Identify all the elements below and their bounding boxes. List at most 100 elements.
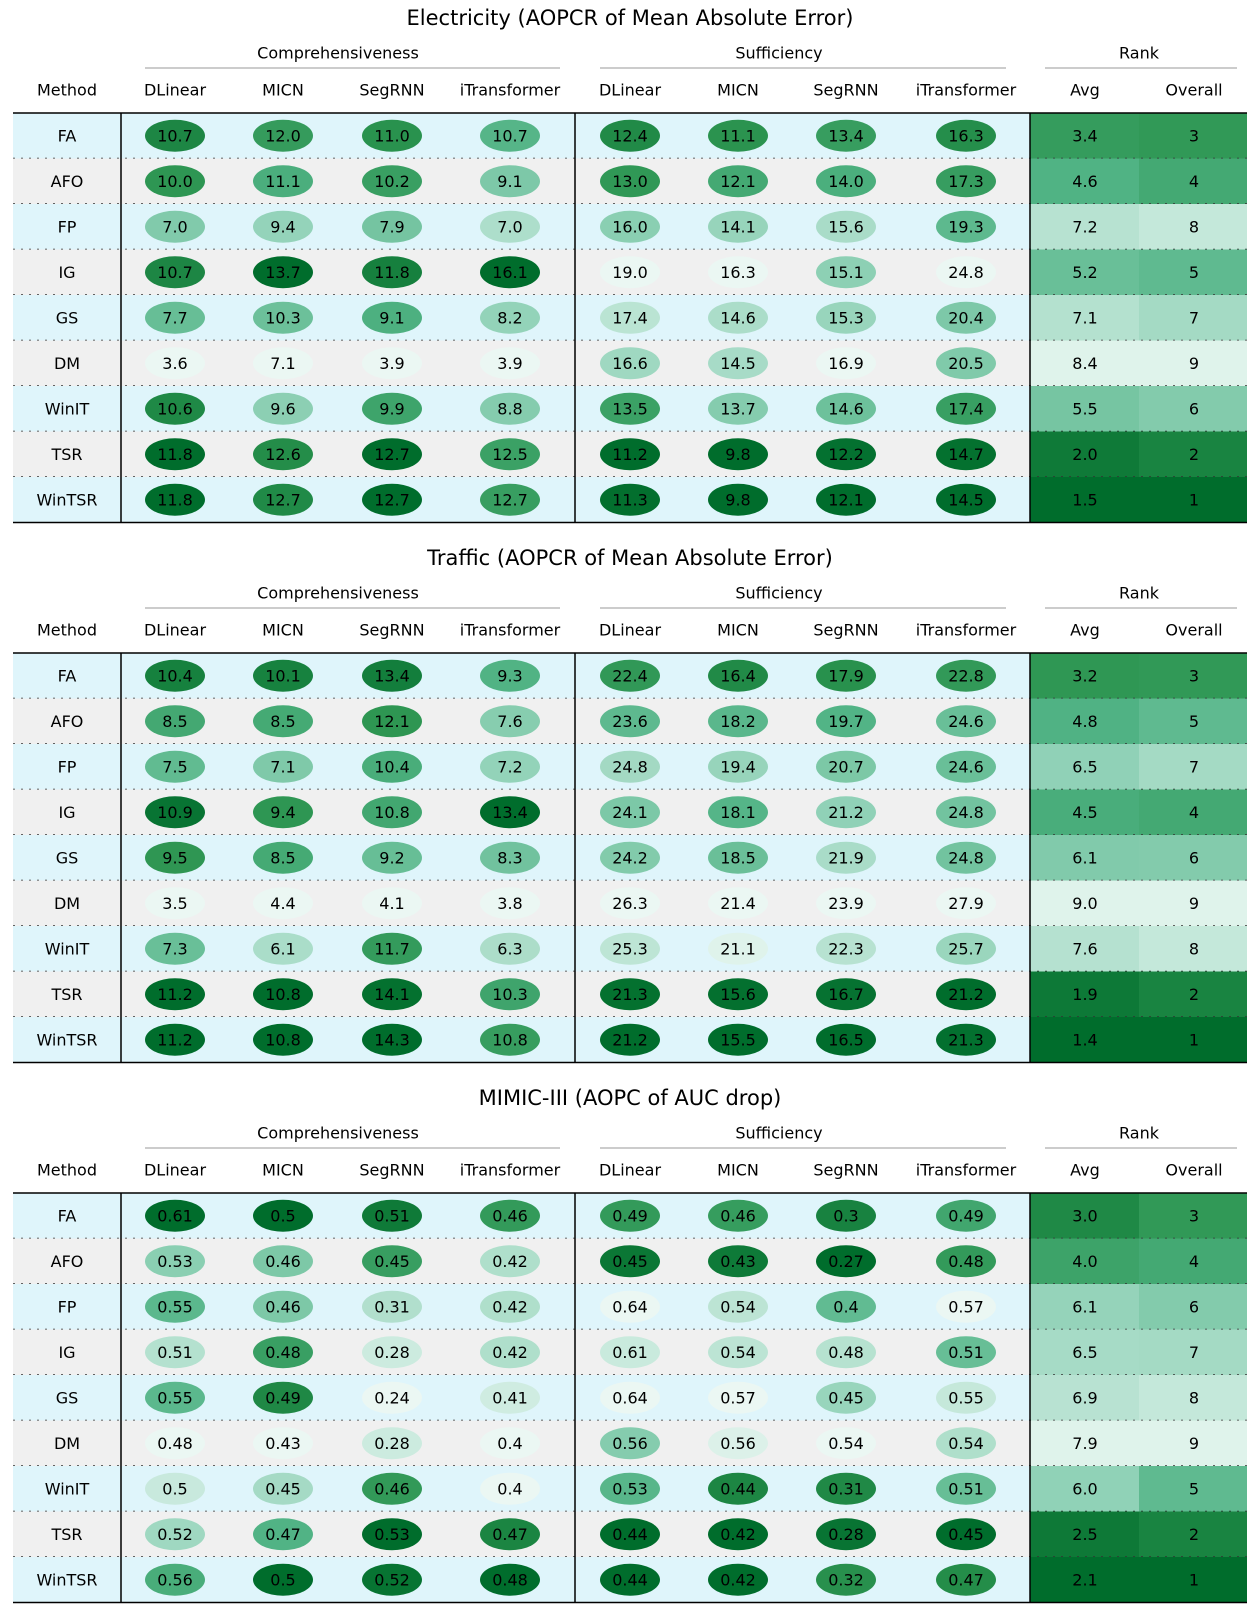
value-ellipse [480,705,540,738]
value-label: 12.7 [374,445,410,464]
value-label: 24.6 [948,712,984,731]
value-label: 14.6 [720,308,756,327]
value-label: 9.2 [379,848,404,867]
value-label: 0.56 [612,1434,648,1453]
value-label: 7.1 [270,354,295,373]
value-label: 0.5 [270,1570,295,1589]
value-label: 14.7 [948,445,984,464]
value-ellipse [816,347,876,380]
value-label: 10.2 [374,172,410,191]
rank-overall-value: 7 [1189,308,1199,327]
value-ellipse [816,210,876,243]
table-row: GS 9.5 8.5 9.2 8.3 24.2 18.5 21.9 24.8 6.1 6 [13,835,1247,882]
value-label: 0.28 [828,1525,864,1544]
value-label: 0.42 [720,1570,756,1589]
value-ellipse [253,438,313,471]
value-ellipse [253,483,313,516]
value-label: 20.7 [828,757,864,776]
value-label: 0.54 [720,1297,756,1316]
value-ellipse [362,659,422,692]
table-row: WinIT 10.6 9.6 9.9 8.8 13.5 13.7 14.6 17.4 5.5 6 [13,386,1247,433]
value-label: 3.6 [162,354,187,373]
value-label: 24.8 [948,803,984,822]
table-row: WinTSR 0.56 0.5 0.52 0.48 0.44 0.42 0.32 0.47 2.1… [13,1557,1247,1603]
value-label: 8.3 [497,848,522,867]
value-ellipse [145,659,205,692]
value-label: 0.44 [612,1525,648,1544]
value-ellipse [936,796,996,829]
value-ellipse [253,1472,313,1505]
value-ellipse [936,392,996,425]
value-ellipse [362,978,422,1011]
value-label: 0.44 [720,1479,756,1498]
value-label: 25.3 [612,939,648,958]
column-header: Overall [1165,621,1222,640]
rank-overall-cell [1139,340,1247,386]
rank-overall-cell [1139,744,1247,790]
rank-avg-cell [1030,835,1139,881]
value-ellipse [362,1023,422,1056]
rank-overall-cell [1139,1511,1247,1557]
rank-overall-value: 2 [1189,1525,1199,1544]
value-label: 16.7 [828,985,864,1004]
value-label: 12.6 [265,445,301,464]
value-ellipse [936,1472,996,1505]
value-ellipse [145,1563,205,1596]
value-label: 0.3 [833,1206,858,1225]
value-label: 11.1 [265,172,301,191]
value-label: 10.8 [374,803,410,822]
value-label: 16.1 [492,263,528,282]
value-ellipse [936,659,996,692]
value-ellipse [936,1518,996,1551]
value-label: 10.7 [157,263,193,282]
rank-avg-cell [1030,880,1139,926]
method-label: TSR [50,1525,82,1544]
rank-overall-value: 8 [1189,217,1199,236]
value-label: 14.1 [374,985,410,1004]
value-label: 15.3 [828,308,864,327]
method-label: AFO [51,712,84,731]
value-ellipse [708,1427,768,1460]
rank-avg-value: 8.4 [1072,354,1097,373]
value-ellipse [145,392,205,425]
value-ellipse [600,301,660,334]
value-label: 13.0 [612,172,648,191]
value-label: 19.0 [612,263,648,282]
method-label: GS [56,848,79,867]
value-ellipse [600,1245,660,1278]
rank-overall-cell [1139,789,1247,835]
column-header: DLinear [144,621,206,640]
value-label: 21.1 [720,939,756,958]
table-1: Electricity (AOPCR of Mean Absolute Erro… [13,6,1247,524]
table-row: WinIT 7.3 6.1 11.7 6.3 25.3 21.1 22.3 25.7 7.6 8 [13,926,1247,973]
value-ellipse [145,705,205,738]
rank-avg-value: 1.9 [1072,985,1097,1004]
column-header: MICN [717,81,759,100]
value-label: 0.46 [265,1297,301,1316]
column-header: DLinear [599,81,661,100]
value-ellipse [362,932,422,965]
value-label: 0.31 [828,1479,864,1498]
value-ellipse [480,659,540,692]
value-label: 23.9 [828,894,864,913]
value-label: 6.3 [497,939,522,958]
value-ellipse [362,705,422,738]
rank-avg-cell [1030,926,1139,972]
value-label: 10.7 [157,126,193,145]
table-row: FA 10.7 12.0 11.0 10.7 12.4 11.1 13.4 16.3 3.4 3 [13,113,1247,160]
column-header: Overall [1165,81,1222,100]
rank-overall-value: 5 [1189,1479,1199,1498]
rank-overall-value: 7 [1189,757,1199,776]
value-ellipse [816,750,876,783]
value-ellipse [362,392,422,425]
rank-avg-value: 2.1 [1072,1570,1097,1589]
value-ellipse [600,256,660,289]
rank-avg-value: 6.5 [1072,757,1097,776]
value-label: 17.4 [948,399,984,418]
value-ellipse [816,659,876,692]
value-label: 16.5 [828,1030,864,1049]
value-label: 13.4 [828,126,864,145]
value-label: 0.53 [157,1252,193,1271]
value-ellipse [936,483,996,516]
rank-avg-cell [1030,295,1139,341]
